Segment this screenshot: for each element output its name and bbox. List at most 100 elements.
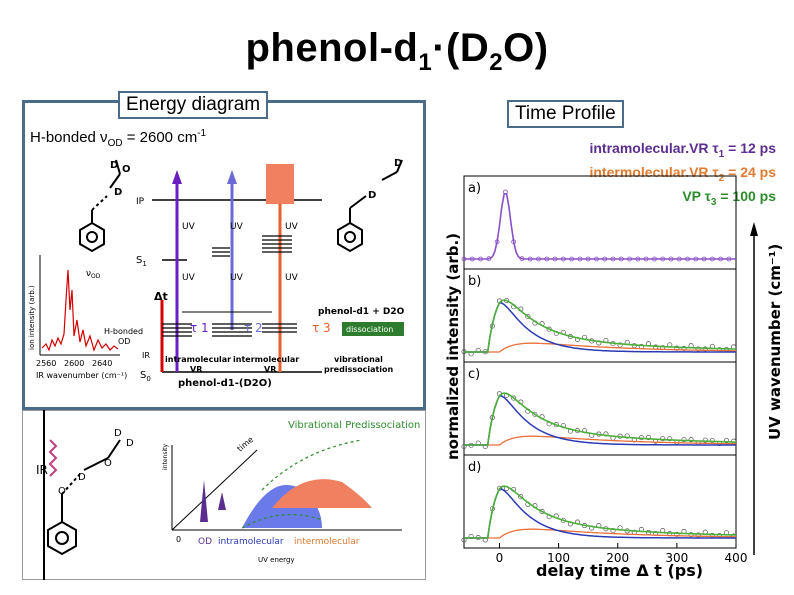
uv-label-6: UV: [285, 273, 299, 283]
phenol-right-d2: D: [394, 158, 402, 169]
tau1-label: τ 1: [190, 321, 209, 335]
data-point: [681, 436, 687, 443]
energy-diagram-label: Energy diagram: [118, 91, 269, 119]
data-point: [569, 256, 575, 262]
scheme-figure: IR D D O O D intensity time Vibrational …: [36, 410, 420, 580]
data-point: [519, 256, 525, 262]
data-point: [685, 256, 690, 262]
vibrational-levels: [162, 235, 297, 337]
product-label: phenol-d1 + D2O: [318, 307, 405, 317]
data-point: [726, 256, 732, 262]
scheme-time-label: time: [236, 435, 256, 454]
data-point: [723, 438, 730, 444]
panel-label: b): [468, 274, 481, 289]
ir-tick-2600: 2600: [64, 359, 84, 368]
panel-label: a): [468, 181, 481, 196]
uv-label-5: UV: [230, 273, 244, 283]
data-point: [585, 256, 591, 262]
x-tick-label: 300: [665, 551, 688, 565]
panel-label: d): [468, 460, 481, 475]
excitation-arrows: [160, 164, 294, 372]
vib-label-1: vibrational: [334, 355, 383, 364]
ir-tick-2560: 2560: [36, 359, 56, 368]
scheme-d2: D: [126, 438, 134, 449]
tau1-result: intramolecular.VR τ1 = 12 ps: [589, 140, 776, 160]
ir-wavenumber-axis: IR wavenumber (cm⁻¹): [36, 371, 127, 380]
data-point: [560, 256, 566, 262]
data-point: [552, 256, 558, 262]
data-point: [651, 256, 657, 262]
series-line: [464, 487, 736, 539]
data-point: [511, 239, 517, 245]
scheme-panel: [22, 410, 426, 580]
right-axis-label: UV wavenumber (cm⁻¹): [766, 244, 784, 440]
complex-label: phenol-d1-(D2O): [178, 378, 272, 389]
scheme-o2: O: [58, 486, 66, 497]
scheme-intra-label: intramolecular: [218, 537, 284, 547]
ip-label: IP: [136, 197, 145, 207]
scheme-d1: D: [114, 428, 122, 439]
data-point: [602, 256, 608, 262]
data-point: [502, 189, 508, 195]
scheme-uv-energy: UV energy: [258, 556, 295, 564]
hbond-od-text: H-bonded νOD = 2600 cm-1: [30, 128, 207, 149]
scheme-od-label: OD: [198, 537, 212, 547]
data-point: [461, 256, 467, 262]
plot-area: a) b) c) d) 0 100 200 300 400: [461, 175, 758, 565]
x-axis-label: delay time Δ t (ps): [536, 561, 703, 580]
series-line: [464, 485, 736, 539]
data-point: [525, 314, 531, 320]
data-point: [688, 532, 694, 538]
data-point: [624, 433, 630, 439]
data-point: [643, 256, 649, 262]
panel-label: c): [468, 367, 480, 382]
data-point: [695, 532, 701, 538]
phenol-left-o: O: [122, 164, 131, 175]
dissociation-label: dissociation: [346, 325, 393, 334]
uv-label-3: UV: [285, 222, 299, 232]
time-profile-label: Time Profile: [507, 100, 624, 128]
data-point: [478, 256, 483, 262]
y-axis-label: normalized intensity (arb.): [444, 233, 462, 460]
data-point: [539, 508, 545, 515]
data-point: [536, 256, 541, 262]
time-profile-chart: normalized intensity (arb.) UV wavenumbe…: [444, 175, 784, 580]
scheme-d3: D: [78, 472, 86, 483]
x-tick-label: 0: [496, 551, 504, 565]
data-point: [627, 256, 632, 262]
x-tick-label: 200: [606, 551, 629, 565]
ion-intensity-axis: ion intensity (arb.): [28, 285, 36, 350]
uv-label-1: UV: [182, 222, 196, 232]
phenol-left-d2: D: [110, 160, 118, 171]
data-point: [486, 256, 492, 262]
data-point: [718, 256, 724, 262]
series-line: [464, 301, 736, 353]
intra-label-2: VR: [190, 365, 202, 374]
data-point: [618, 256, 624, 262]
hbonded-od-label-2: OD: [118, 337, 130, 346]
data-point: [527, 256, 533, 262]
uv-arrow-head: [750, 222, 758, 236]
data-point: [532, 411, 538, 417]
inter-label-1: intermolecular: [233, 355, 299, 364]
data-point: [709, 437, 715, 444]
scheme-o1: O: [104, 458, 112, 469]
vib-label-2: predissociation: [324, 365, 394, 374]
data-point: [681, 345, 687, 352]
ir-spectrum: [39, 255, 120, 356]
ir-wave-icon: [48, 439, 58, 477]
s0-label: S0: [140, 370, 151, 383]
ir-tick-2640: 2640: [92, 359, 112, 368]
data-point: [702, 437, 708, 443]
tau3-result: VP τ3 = 100 ps: [682, 188, 776, 208]
intra-label-1: intramolecular: [165, 355, 231, 364]
panel-frame: [463, 454, 737, 549]
series-line: [464, 342, 736, 353]
data-point: [676, 256, 682, 262]
scheme-ir-label: IR: [36, 463, 48, 477]
data-point: [518, 494, 524, 500]
x-tick-label: 100: [547, 551, 570, 565]
data-point: [469, 256, 475, 262]
scheme-intensity-label: intensity: [162, 444, 169, 470]
data-point: [688, 437, 694, 443]
